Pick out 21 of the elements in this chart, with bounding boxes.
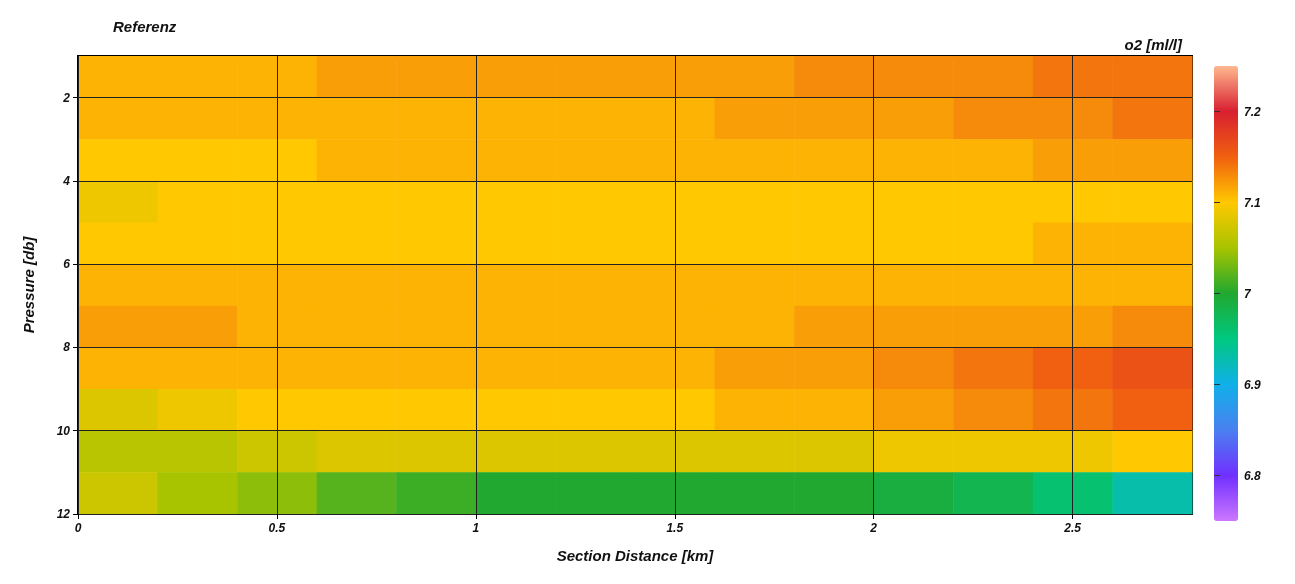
y-tick-label: 6: [63, 257, 71, 272]
y-tick-label: 2: [62, 90, 71, 105]
x-tick-label: 0.5: [268, 521, 286, 535]
y-tick-label: 10: [56, 423, 71, 438]
x-axis-title: Section Distance [km]: [556, 547, 715, 564]
y-axis-title: Pressure [db]: [20, 235, 37, 334]
x-tick-label: 1: [472, 521, 480, 535]
x-tick-label: 1.5: [666, 521, 684, 535]
color-bar-label: 6.8: [1244, 468, 1262, 483]
x-tick-label: 2: [869, 521, 878, 535]
color-bar-label: 7.2: [1244, 104, 1262, 119]
color-bar-title: o2 [ml/l]: [1124, 36, 1183, 53]
chart-title: Referenz: [113, 18, 177, 35]
y-tick-label: 4: [62, 173, 71, 188]
x-tick-label: 2.5: [1063, 521, 1082, 535]
y-tick-label: 8: [63, 340, 71, 355]
color-bar-label: 7.1: [1244, 195, 1262, 210]
x-tick-label: 0: [74, 521, 82, 535]
color-bar-label: 7: [1244, 286, 1252, 301]
color-bar-label: 6.9: [1244, 377, 1262, 392]
y-tick-label: 12: [56, 507, 71, 521]
